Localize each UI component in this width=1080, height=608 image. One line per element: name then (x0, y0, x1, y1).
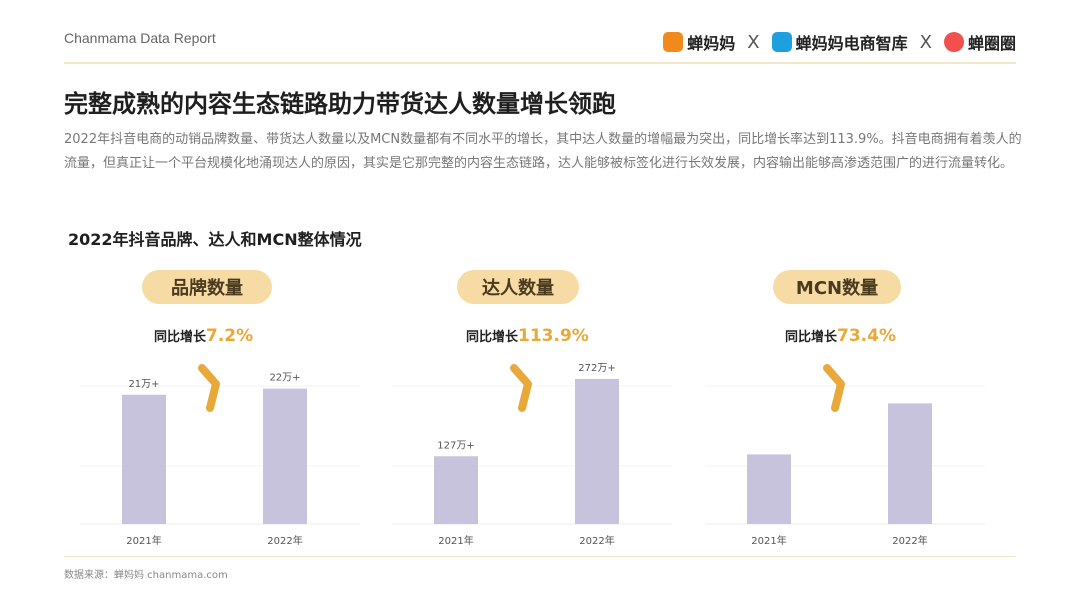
logo-separator: X (747, 31, 760, 53)
x-tick-label: 2021年 (126, 534, 161, 547)
growth-indicator: 同比增长7.2% (154, 326, 253, 346)
chart-panel-influencers: 达人数量 同比增长113.9% 127万+ 2021年 272万+ 2022年 (392, 270, 692, 570)
growth-label: 同比增长 (154, 330, 207, 345)
chart-section-title: 2022年抖音品牌、达人和MCN整体情况 (68, 230, 362, 249)
growth-value: 113.9% (518, 326, 589, 346)
chanmama-logo-icon (663, 32, 684, 52)
data-source: 数据来源：蝉妈妈 chanmama.com (64, 570, 228, 581)
logo-chanmama-think-tank: 蝉妈妈电商智库 (771, 30, 908, 54)
growth-value: 7.2% (206, 326, 254, 346)
chart-title-pill: 达人数量 (457, 270, 579, 304)
x-tick-label: 2022年 (892, 534, 927, 547)
growth-indicator: 同比增长113.9% (466, 326, 589, 346)
logo-chanquanquan-label: 蝉圈圈 (967, 34, 1016, 53)
bar-2 (888, 403, 932, 524)
header-divider (64, 62, 1016, 64)
x-tick-label: 2021年 (751, 534, 786, 547)
growth-value: 73.4% (837, 326, 896, 346)
bar-chart-mcn: 2021年 2022年 (705, 364, 985, 547)
logo-chanquanquan: 蝉圈圈 (943, 30, 1016, 54)
bar-chart-brands: 21万+ 2021年 22万+ 2022年 (80, 364, 360, 547)
x-tick-label: 2021年 (438, 534, 473, 547)
chanquanquan-logo-icon (943, 32, 964, 52)
chart-panel-brands: 品牌数量 同比增长7.2% 21万+ 2021年 22万+ 2022年 (80, 270, 380, 570)
bar-chart-influencers: 127万+ 2021年 272万+ 2022年 (392, 363, 672, 547)
bar-2 (263, 388, 307, 524)
growth-label: 同比增长 (785, 330, 838, 345)
bar-value-label: 127万+ (437, 440, 474, 451)
x-tick-label: 2022年 (579, 534, 614, 547)
report-brand: Chanmama Data Report (64, 30, 216, 46)
logo-chanmama-label: 蝉妈妈 (687, 34, 736, 53)
partner-logos: 蝉妈妈 X 蝉妈妈电商智库 X 蝉圈圈 (663, 30, 1016, 54)
bar-1 (434, 456, 478, 524)
bar-1 (122, 394, 166, 524)
footer-divider (64, 556, 1016, 557)
page-title: 完整成熟的内容生态链路助力带货达人数量增长领跑 (64, 90, 616, 118)
growth-chevron-icon (198, 364, 220, 412)
growth-indicator: 同比增长73.4% (785, 326, 896, 346)
bar-1 (747, 454, 791, 524)
bar-value-label: 272万+ (578, 363, 615, 374)
growth-label: 同比增长 (466, 330, 519, 345)
bar-2 (575, 378, 619, 524)
growth-chevron-icon (823, 364, 845, 412)
x-tick-label: 2022年 (267, 534, 302, 547)
logo-think-tank-label: 蝉妈妈电商智库 (795, 34, 908, 53)
chart-panel-mcn: MCN数量 同比增长73.4% 2021年 2022年 (705, 270, 1005, 570)
bar-value-label: 22万+ (269, 373, 300, 384)
intro-paragraph: 2022年抖音电商的动销品牌数量、带货达人数量以及MCN数量都有不同水平的增长，… (64, 132, 1022, 171)
chart-title-pill: 品牌数量 (142, 270, 272, 304)
chart-title-pill: MCN数量 (773, 270, 901, 304)
think-tank-logo-icon (771, 32, 792, 52)
bar-value-label: 21万+ (128, 379, 159, 390)
growth-chevron-icon (510, 364, 532, 412)
logo-separator-2: X (919, 31, 932, 53)
logo-chanmama: 蝉妈妈 (663, 30, 735, 54)
